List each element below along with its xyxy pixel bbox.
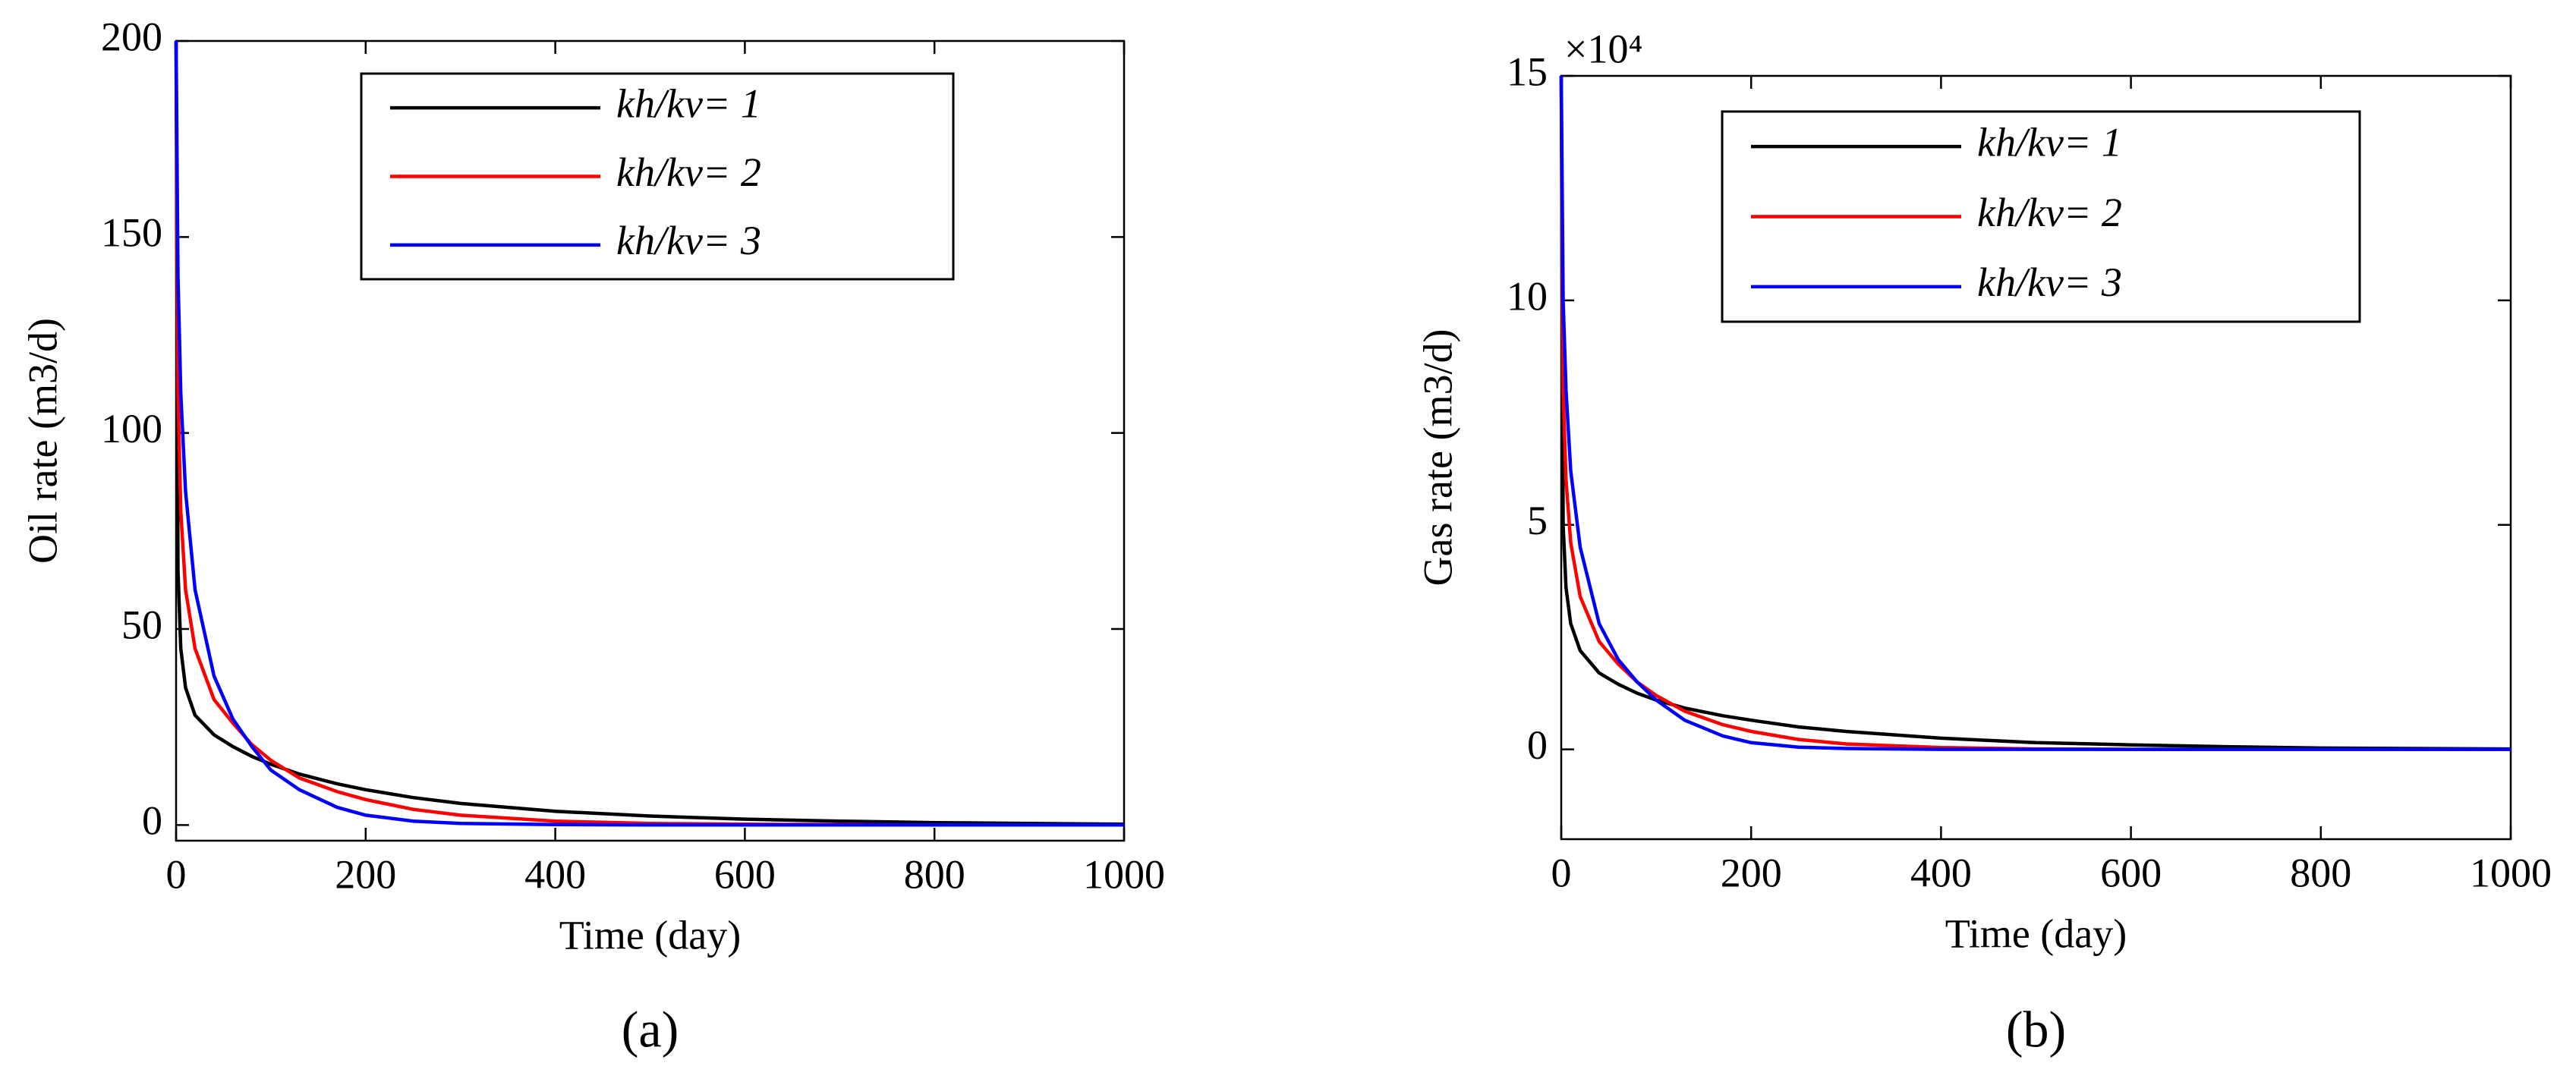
y-axis-label: Oil rate (m3/d) [20, 318, 65, 564]
x-tick-label: 400 [524, 851, 586, 897]
caption: (b) [2006, 1001, 2066, 1058]
x-tick-label: 0 [166, 851, 187, 897]
y-tick-label: 15 [1507, 49, 1548, 94]
series-line [1559, 75, 2511, 751]
series-line [174, 40, 1125, 826]
y-tick-label: 10 [1507, 273, 1548, 319]
x-tick-label: 0 [1551, 850, 1572, 895]
x-tick-label: 800 [2290, 850, 2351, 895]
caption: (a) [622, 1001, 679, 1058]
y-tick-label: 0 [142, 798, 162, 844]
x-tick-label: 1000 [1083, 851, 1165, 897]
x-tick-label: 400 [1910, 850, 1972, 895]
x-axis-label: Time (day) [1945, 910, 2127, 956]
legend-label: kh/kv= 2 [616, 149, 761, 195]
x-tick-label: 800 [904, 851, 965, 897]
legend-label: kh/kv= 3 [616, 218, 761, 263]
x-tick-label: 600 [2100, 850, 2162, 895]
legend-label: kh/kv= 3 [1977, 259, 2122, 305]
y-tick-label: 50 [121, 602, 162, 647]
y-axis-label: Gas rate (m3/d) [1415, 329, 1460, 587]
y-tick-label: 200 [101, 14, 162, 59]
x-tick-label: 200 [1721, 850, 1782, 895]
series-line [174, 40, 1124, 827]
chart: 0 200 400 600 800 1000 0 5 10 15 ×10⁴ Time (day) Gas… [1415, 26, 2552, 1058]
x-tick-label: 200 [335, 851, 396, 897]
y-tick-label: 150 [101, 210, 162, 256]
legend-label: kh/kv= 1 [1977, 120, 2122, 165]
legend-label: kh/kv= 1 [616, 81, 761, 127]
series-line [1559, 75, 2511, 751]
x-tick-label: 600 [714, 851, 776, 897]
chart: 0 200 400 600 800 1000 0 50 100 150 200 Time (day) O… [20, 14, 1165, 1058]
x-axis-label: Time (day) [559, 912, 742, 958]
legend-label: kh/kv= 2 [1977, 190, 2122, 235]
y-tick-label: 100 [101, 406, 162, 451]
y-tick-label: 5 [1527, 498, 1548, 543]
x-tick-label: 1000 [2470, 850, 2552, 895]
y-tick-label: 0 [1527, 722, 1548, 768]
y-multiplier: ×10⁴ [1564, 26, 1642, 71]
